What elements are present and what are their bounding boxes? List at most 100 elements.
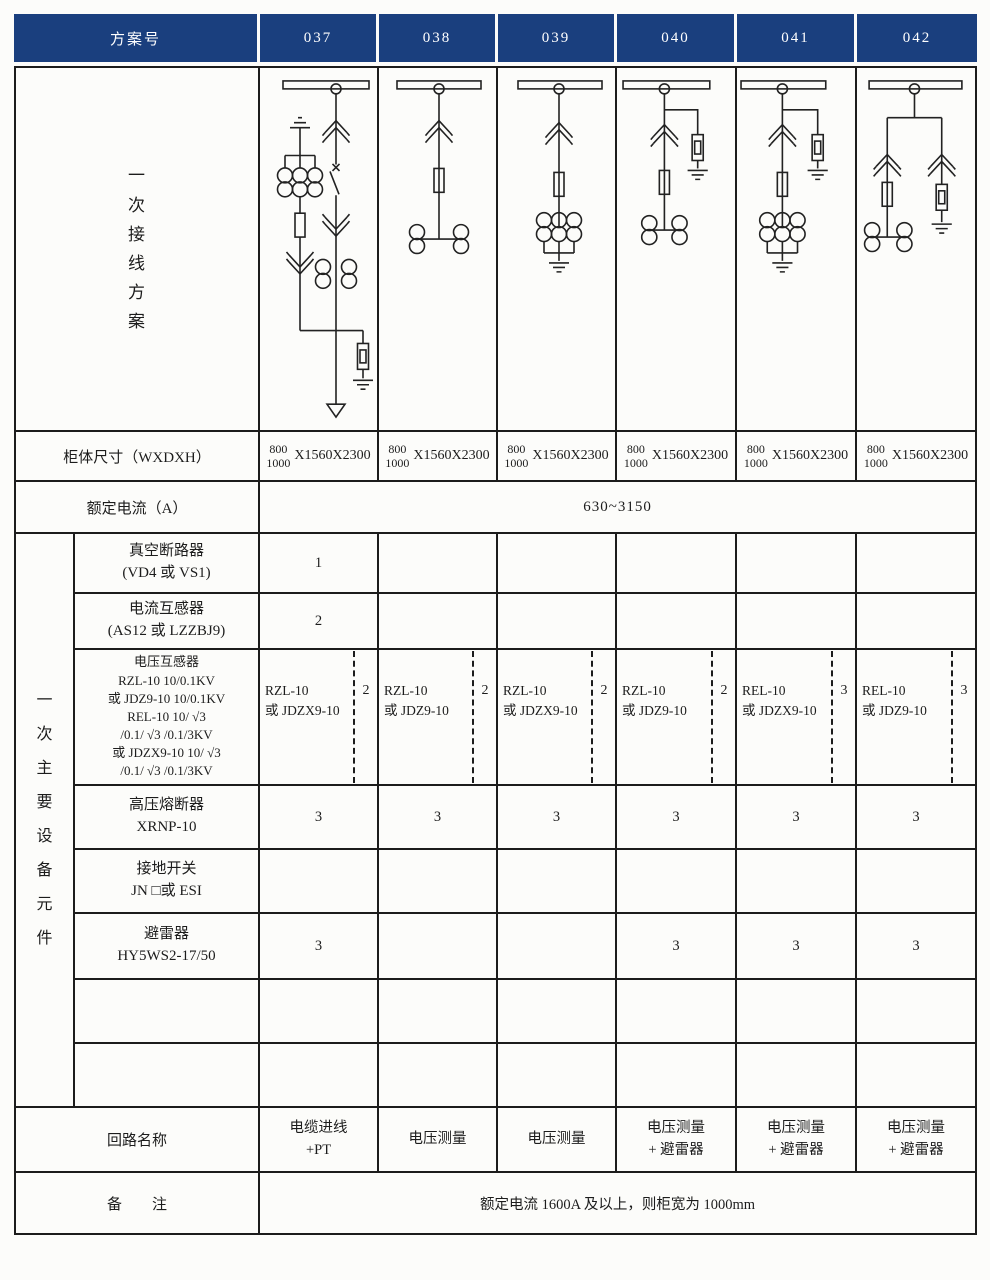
breaker-qty-042 [857, 534, 978, 594]
spare2-037 [260, 1044, 380, 1108]
circuit-name-041: 电压测量 + 避雷器 [737, 1108, 858, 1173]
diagram-038-svg [396, 80, 482, 255]
fuse-qty-040: 3 [617, 786, 738, 850]
breaker-row: 一 次 主 要 设 备 元 件 真空断路器 (VD4 或 VS1) 1 [14, 534, 978, 1108]
ct-winding-icon [314, 258, 332, 290]
scheme-table: 方案号 037 038 039 040 041 042 一 次 接 线 方 案 [14, 14, 978, 1235]
arrester-label: 避雷器 HY5WS2-17/50 [75, 914, 261, 980]
dashed-divider [591, 651, 594, 783]
cabinet-size-041: 800 1000 X1560X2300 [737, 432, 858, 482]
cabinet-size-row: 柜体尺寸（WXDXH） 800 1000 X1560X2300 800 1000 X15… [14, 432, 978, 482]
diagram-041-svg [740, 80, 829, 273]
surge-arrester-icon [811, 133, 825, 162]
spare-label-1 [75, 980, 261, 1044]
equipment-group-label: 一 次 主 要 设 备 元 件 [14, 534, 75, 1108]
rated-current-row: 额定电流（A） 630~3150 [14, 482, 978, 534]
fuse-qty-039: 3 [498, 786, 618, 850]
pt-winding-icon [306, 167, 324, 198]
spare2-038 [379, 1044, 499, 1108]
remark-value: 额定电流 1600A 及以上，则柜宽为 1000mm [260, 1173, 978, 1235]
breaker-qty-038 [379, 534, 499, 594]
single-line-diagram-040 [617, 66, 738, 432]
arrester-qty-042: 3 [857, 914, 978, 980]
pt-type-039: RZL-10 或 JDZX9-10 2 [498, 650, 618, 786]
spare1-037 [260, 980, 380, 1044]
ground-icon [352, 379, 374, 391]
dashed-divider [353, 651, 356, 783]
cabinet-size-042: 800 1000 X1560X2300 [857, 432, 978, 482]
spare-row-1 [14, 980, 978, 1044]
surge-arrester-icon [691, 133, 705, 162]
ground-icon [290, 116, 311, 129]
header-row: 方案号 037 038 039 040 041 042 [14, 14, 978, 66]
pt-row: 电压互感器 RZL-10 10/0.1KV 或 JDZ9-10 10/0.1KV… [14, 650, 978, 786]
fuse-qty-037: 3 [260, 786, 380, 850]
busbar-icon [396, 80, 482, 90]
arrester-qty-037: 3 [260, 914, 380, 980]
ground-icon [771, 262, 794, 273]
pt-type-042: REL-10 或 JDZ9-10 3 [857, 650, 978, 786]
cabinet-size-label: 柜体尺寸（WXDXH） [14, 432, 261, 482]
earth-switch-qty-042 [857, 850, 978, 914]
single-line-diagram-039 [498, 66, 618, 432]
ct-qty-037: 2 [260, 594, 380, 650]
earth-switch-label: 接地开关 JN □或 ESI [75, 850, 261, 914]
ct-label: 电流互感器 (AS12 或 LZZBJ9) [75, 594, 261, 650]
spare1-040 [617, 980, 738, 1044]
ct-row: 电流互感器 (AS12 或 LZZBJ9) 2 [14, 594, 978, 650]
busbar-node-icon [433, 83, 445, 95]
ct-qty-038 [379, 594, 499, 650]
header-scheme-042: 042 [857, 14, 978, 66]
spare2-040 [617, 1044, 738, 1108]
arrester-qty-039 [498, 914, 618, 980]
header-scheme-041: 041 [737, 14, 858, 66]
dashed-divider [711, 651, 714, 783]
breaker-qty-040 [617, 534, 738, 594]
breaker-blade-icon [329, 171, 340, 195]
diagram-039-svg [517, 80, 603, 273]
wiring-row: 一 次 接 线 方 案 [14, 66, 978, 432]
dashed-divider [472, 651, 475, 783]
dashed-divider [831, 651, 834, 783]
header-scheme-037: 037 [260, 14, 380, 66]
pt-winding-icon [758, 211, 776, 243]
breaker-qty-039 [498, 534, 618, 594]
diagram-037-svg [276, 80, 374, 418]
ground-icon [548, 262, 570, 273]
ct-qty-039 [498, 594, 618, 650]
remark-row: 备 注 额定电流 1600A 及以上，则柜宽为 1000mm [14, 1173, 978, 1235]
pt-type-040: RZL-10 或 JDZ9-10 2 [617, 650, 738, 786]
busbar-icon [622, 80, 711, 90]
arrester-qty-040: 3 [617, 914, 738, 980]
spare1-042 [857, 980, 978, 1044]
cable-head-icon [326, 403, 346, 418]
spare1-041 [737, 980, 858, 1044]
fuse-qty-042: 3 [857, 786, 978, 850]
fuse-row: 高压熔断器 XRNP-10 3 3 3 3 3 3 [14, 786, 978, 850]
breaker-x-icon [331, 163, 341, 172]
circuit-name-row: 回路名称 电缆进线 +PT 电压测量 电压测量 电压测量 + 避雷器 电压测量 … [14, 1108, 978, 1173]
spare2-041 [737, 1044, 858, 1108]
wiring-row-label: 一 次 接 线 方 案 [14, 66, 261, 432]
header-scheme-038: 038 [379, 14, 499, 66]
pt-winding-icon [789, 211, 806, 243]
fuse-qty-041: 3 [737, 786, 858, 850]
diagram-040-svg [622, 80, 711, 246]
circuit-name-038: 电压测量 [379, 1108, 499, 1173]
busbar-node-icon [908, 83, 921, 95]
diagram-042-svg [863, 80, 963, 253]
cabinet-size-038: 800 1000 X1560X2300 [379, 432, 499, 482]
ground-icon [806, 169, 829, 181]
pt-winding-icon [291, 167, 309, 198]
busbar-icon [517, 80, 603, 90]
ct-qty-040 [617, 594, 738, 650]
surge-arrester-icon [356, 342, 370, 371]
pt-winding-icon [276, 167, 294, 198]
busbar-icon [740, 80, 827, 90]
ground-icon [930, 223, 953, 234]
spare2-039 [498, 1044, 618, 1108]
pt-type-038: RZL-10 或 JDZ9-10 2 [379, 650, 499, 786]
busbar-icon [282, 80, 370, 90]
arrester-qty-038 [379, 914, 499, 980]
cabinet-size-040: 800 1000 X1560X2300 [617, 432, 738, 482]
